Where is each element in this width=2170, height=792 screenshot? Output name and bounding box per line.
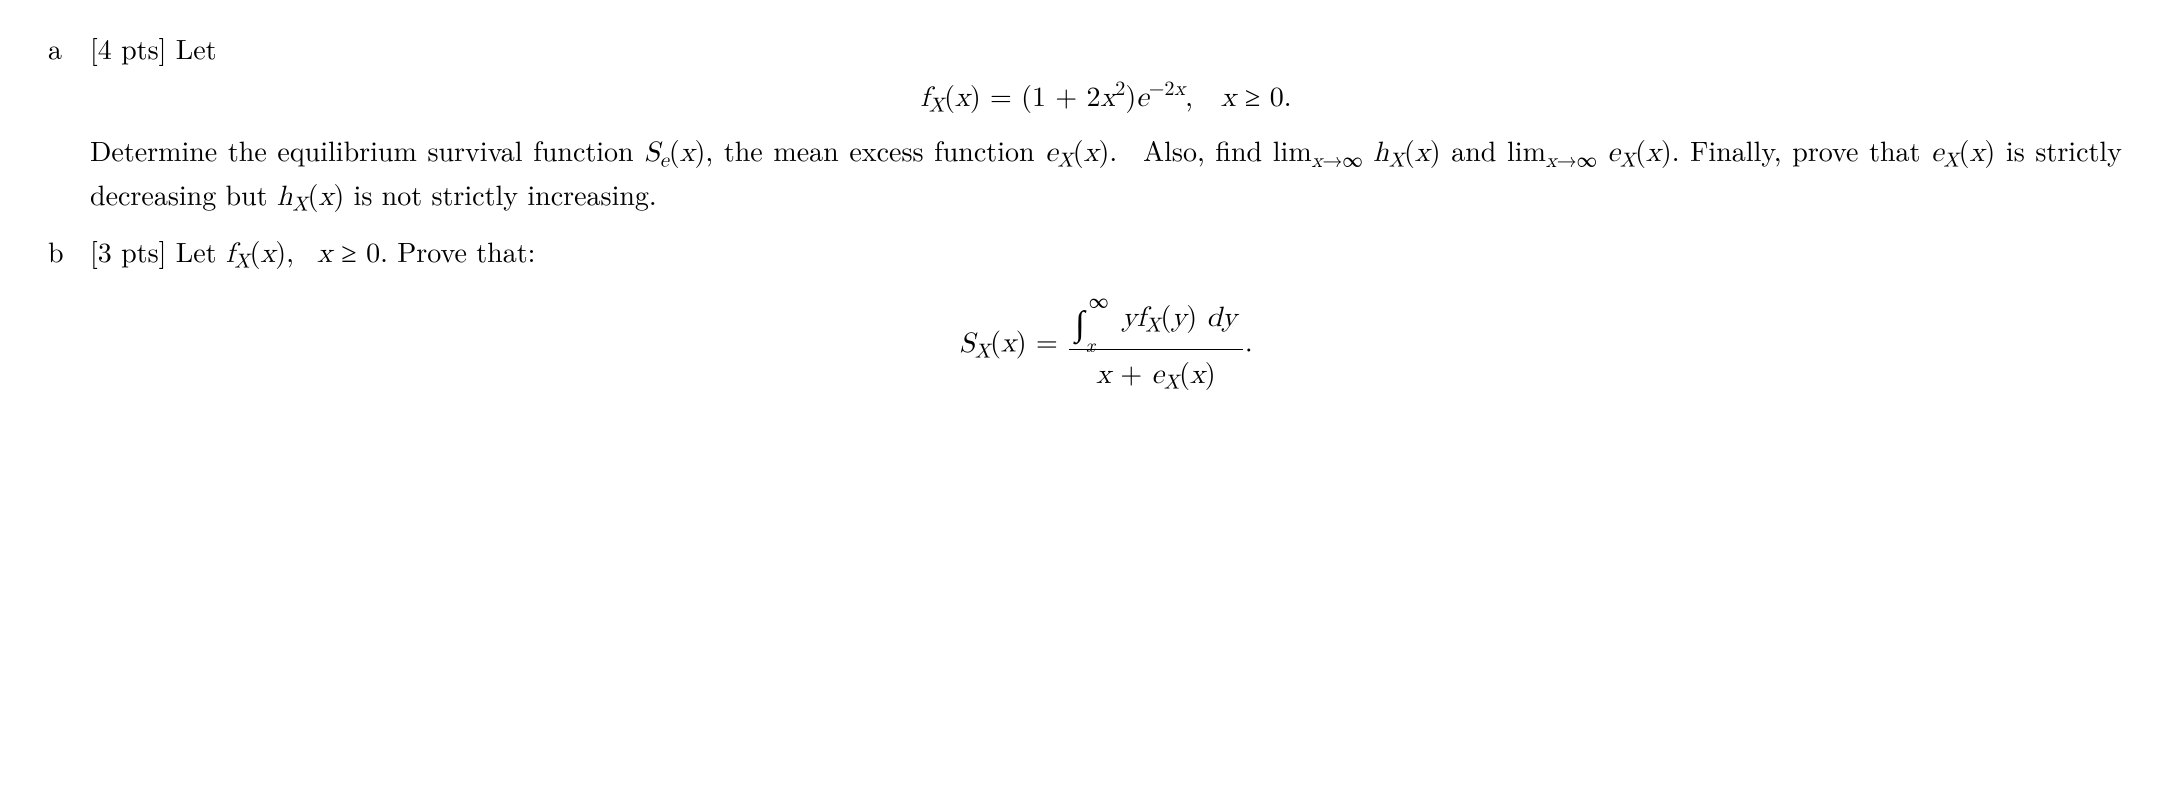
item-a-intro: [4 pts] Let: [90, 28, 2122, 69]
item-b-label: b: [48, 231, 90, 408]
item-a-equation: fX(x) = (1 + 2x2)e−2x, x ≥ 0.: [90, 75, 2122, 119]
label-a-text: a: [48, 28, 62, 68]
label-b-text: b: [48, 231, 64, 271]
item-b-body: [3 pts] Let fX(x), x ≥ 0. Prove that: SX…: [90, 231, 2122, 408]
item-a-lead: Let: [176, 28, 217, 68]
item-b-intro: [3 pts] Let fX(x), x ≥ 0. Prove that:: [90, 231, 2122, 275]
item-a-points: [4 pts]: [90, 28, 166, 68]
item-a-body: [4 pts] Let fX(x) = (1 + 2x2)e−2x, x ≥ 0…: [90, 28, 2122, 217]
item-a-label: a: [48, 28, 90, 217]
item-b-points: [3 pts]: [90, 231, 166, 271]
item-b: b [3 pts] Let fX(x), x ≥ 0. Prove that: …: [48, 231, 2122, 408]
item-b-equation: SX(x) = ∫ x ∞ yfX(y) dy x + eX(x) .: [90, 295, 2122, 396]
item-a: a [4 pts] Let fX(x) = (1 + 2x2)e−2x, x ≥…: [48, 28, 2122, 217]
item-a-paragraph: Determine the equilibrium survival funct…: [90, 130, 2122, 217]
